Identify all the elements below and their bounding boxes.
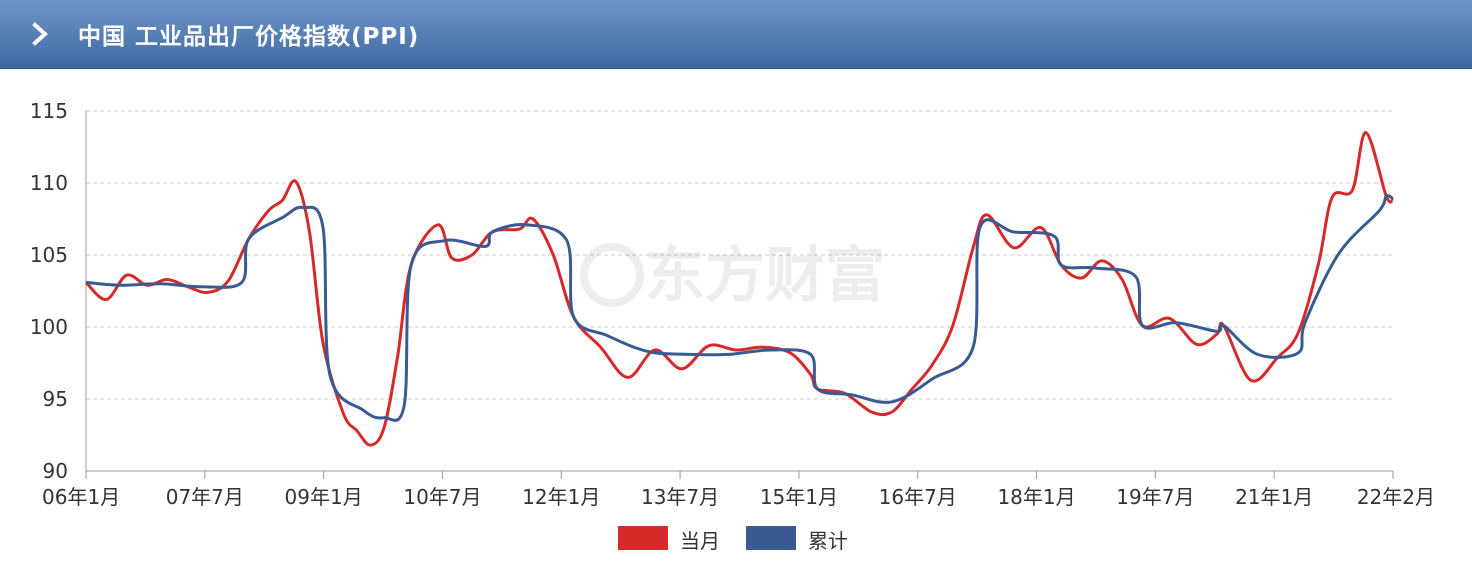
watermark: 东方财富	[580, 241, 885, 311]
series-lines	[84, 131, 1395, 447]
x-tick-label: 15年1月	[760, 485, 838, 509]
legend: 当月 累计	[0, 523, 1472, 553]
y-tick-label: 105	[30, 243, 68, 267]
y-tick-label: 115	[30, 99, 68, 123]
x-tick-label: 22年2月	[1357, 485, 1435, 509]
x-tick-label: 13年7月	[641, 485, 719, 509]
series-line-monthly[interactable]	[84, 131, 1395, 447]
legend-item-cumulative[interactable]: 累计	[746, 523, 876, 553]
x-tick-label: 06年1月	[42, 485, 120, 509]
legend-label-monthly: 当月	[680, 529, 720, 553]
y-tick-label: 95	[43, 387, 68, 411]
legend-label-cumulative: 累计	[808, 529, 848, 553]
y-tick-label: 100	[30, 315, 68, 339]
ppi-line-chart: 东方财富 90 95 100 105 110 115 06年1月 07年7月 09年1月 10年7…	[30, 99, 1435, 509]
x-tick-label: 07年7月	[166, 485, 244, 509]
series-line-cumulative[interactable]	[85, 194, 1394, 422]
x-tick-label: 16年7月	[879, 485, 957, 509]
title-bar: 中国 工业品出厂价格指数(PPI)	[0, 0, 1472, 69]
x-tick-label: 10年7月	[403, 485, 481, 509]
grid-lines	[86, 110, 1393, 400]
y-tick-label: 110	[30, 171, 68, 195]
x-tick-label: 12年1月	[522, 485, 600, 509]
legend-swatch-cumulative	[746, 526, 796, 550]
x-tick-label: 21年1月	[1235, 485, 1313, 509]
watermark-text: 东方财富	[645, 241, 885, 311]
y-tick-label: 90	[43, 459, 68, 483]
x-tick-label: 09年1月	[285, 485, 363, 509]
x-tick-label: 18年1月	[997, 485, 1075, 509]
legend-item-monthly[interactable]: 当月	[618, 523, 748, 553]
axes: 90 95 100 105 110 115 06年1月 07年7月 09年1月 10年7月 12年1…	[30, 99, 1435, 509]
page-title: 中国 工业品出厂价格指数(PPI)	[78, 24, 420, 50]
chevron-right-icon[interactable]	[26, 18, 54, 50]
x-tick-label: 19年7月	[1116, 485, 1194, 509]
legend-swatch-monthly	[618, 526, 668, 550]
